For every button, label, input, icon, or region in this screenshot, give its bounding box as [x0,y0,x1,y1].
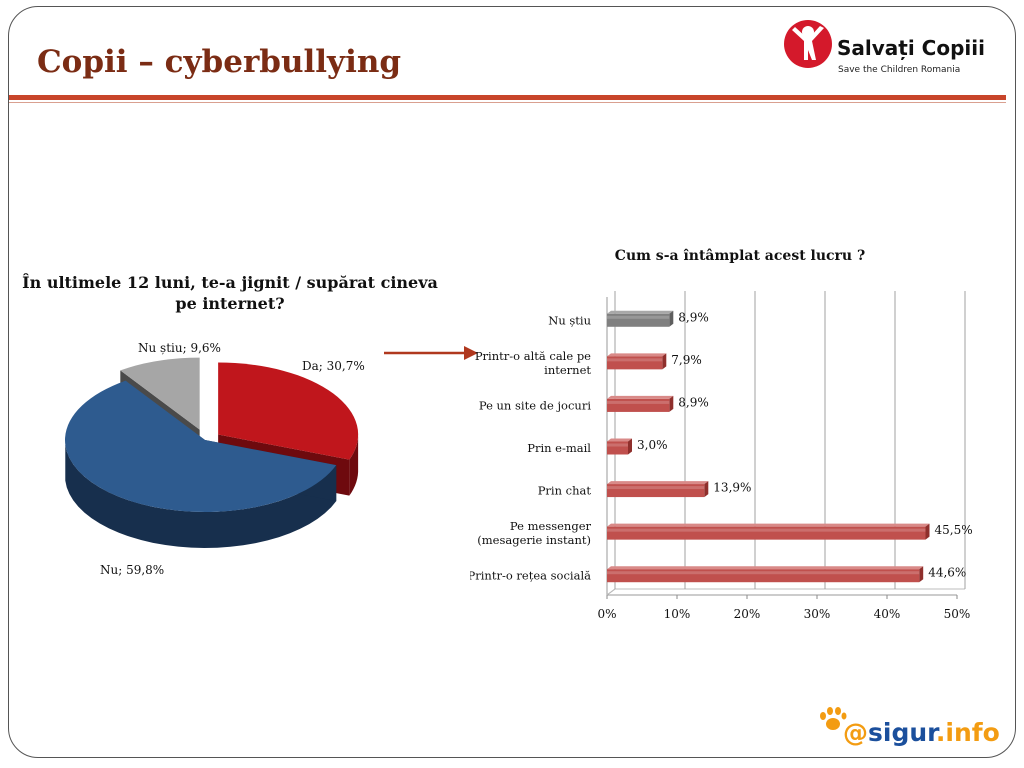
sigur-info-word: .info [935,718,1000,747]
x-tick-label: 10% [664,607,691,621]
title-underline-thin [9,102,1006,103]
bar-chart: 0% 10% 20% 30% 40% 50% 8,9% Nu știu 7,9% Printr-o… [470,291,973,621]
bar-value-label: 8,9% [678,395,709,409]
pie-slice-da [218,362,359,460]
arrow-icon [384,346,478,360]
title-underline [9,95,1006,100]
bar-0 [607,310,674,327]
x-tick-label: 20% [734,607,761,621]
slide-title: Copii – cyberbullying [37,44,402,80]
bar-value-label: 8,9% [678,310,709,324]
sigur-at: @ [843,718,868,747]
category-label: Printr-o altă cale pe [475,349,591,363]
pie-chart: Da; 30,7% Nu; 59,8% Nu știu; 9,6% [65,341,365,577]
bar-5 [607,523,930,540]
bar-rect [607,441,628,455]
x-tick-label: 40% [874,607,901,621]
category-label: Prin chat [538,484,592,498]
salvati-copiii-logo: Salvați Copiii Save the Children Romania [782,14,1002,84]
sigur-word: sigur [868,718,936,747]
pie-chart-title: În ultimele 12 luni, te-a jignit / supăr… [22,273,438,313]
bar-rect [607,526,926,540]
logo-subtitle: Save the Children Romania [838,65,961,75]
x-tick-label: 30% [804,607,831,621]
bar-rect [607,484,705,498]
slide-frame [8,6,1016,758]
child-figure-icon [784,20,832,68]
category-label: Prin e-mail [527,441,591,455]
pie-slice-nu [65,380,337,512]
pie-label: Da; 30,7% [302,359,365,373]
sigur-info-logo: @sigur.info [815,707,1000,756]
pie-label: Nu știu; 9,6% [138,341,221,355]
category-label: Pe messenger [510,519,592,533]
bar-value-label: 45,5% [935,523,973,537]
category-label: Pe un site de jocuri [479,398,591,412]
category-label: Nu știu [548,313,591,327]
bar-rect [607,356,663,370]
bar-chart-title: Cum s-a întâmplat acest lucru ? [614,248,866,264]
bar-value-label: 7,9% [671,353,702,367]
x-tick-label: 50% [944,607,971,621]
x-tick-label: 0% [597,607,616,621]
bar-1 [607,353,667,370]
paw-icon [820,707,847,730]
bar-value-label: 13,9% [713,481,751,495]
pie-label: Nu; 59,8% [100,563,164,577]
bar-6 [607,566,924,583]
category-label: (mesagerie instant) [477,533,591,547]
bar-rect [607,569,920,583]
bar-4 [607,481,709,498]
logo-name: Salvați Copiii [837,36,985,60]
category-label: internet [544,363,591,377]
bar-rect [607,313,670,327]
bar-3 [607,438,632,455]
bar-value-label: 44,6% [928,566,966,580]
pie-slice-nu-știu [120,357,200,430]
bar-rect [607,398,670,412]
bar-2 [607,395,674,412]
category-label: Printr-o rețea socială [470,569,591,583]
bar-value-label: 3,0% [637,438,668,452]
